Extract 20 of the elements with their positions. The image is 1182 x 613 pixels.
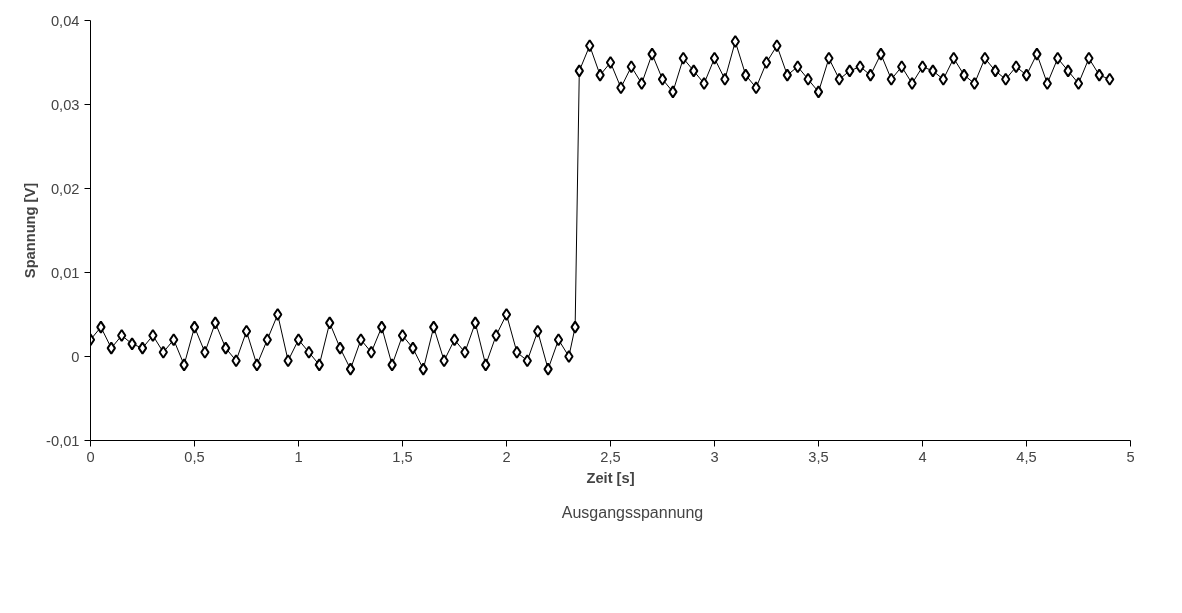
x-tick-label: 2 (502, 448, 511, 465)
x-tick-label: 1 (294, 448, 303, 465)
y-tick-label: -0,01 (46, 432, 80, 449)
x-axis-title: Zeit [s] (586, 469, 635, 486)
x-tick-label: 0,5 (184, 448, 205, 465)
x-tick-label: 3,5 (808, 448, 829, 465)
x-tick-label: 2,5 (600, 448, 621, 465)
y-tick-label: 0,01 (50, 264, 80, 281)
y-tick-label: 0,03 (50, 96, 80, 113)
y-tick-label: 0,02 (50, 180, 80, 197)
y-tick-label: 0 (71, 348, 80, 365)
x-tick-label: 5 (1126, 448, 1135, 465)
x-tick-label: 1,5 (392, 448, 413, 465)
x-tick-label: 3 (710, 448, 719, 465)
y-tick-label: 0,04 (50, 12, 80, 29)
x-tick-label: 4,5 (1016, 448, 1037, 465)
x-tick-label: 4 (918, 448, 927, 465)
x-tick-label: 0 (86, 448, 95, 465)
y-axis-title: Spannung [V] (22, 182, 39, 279)
text: Ausgangsspannung (561, 504, 704, 522)
